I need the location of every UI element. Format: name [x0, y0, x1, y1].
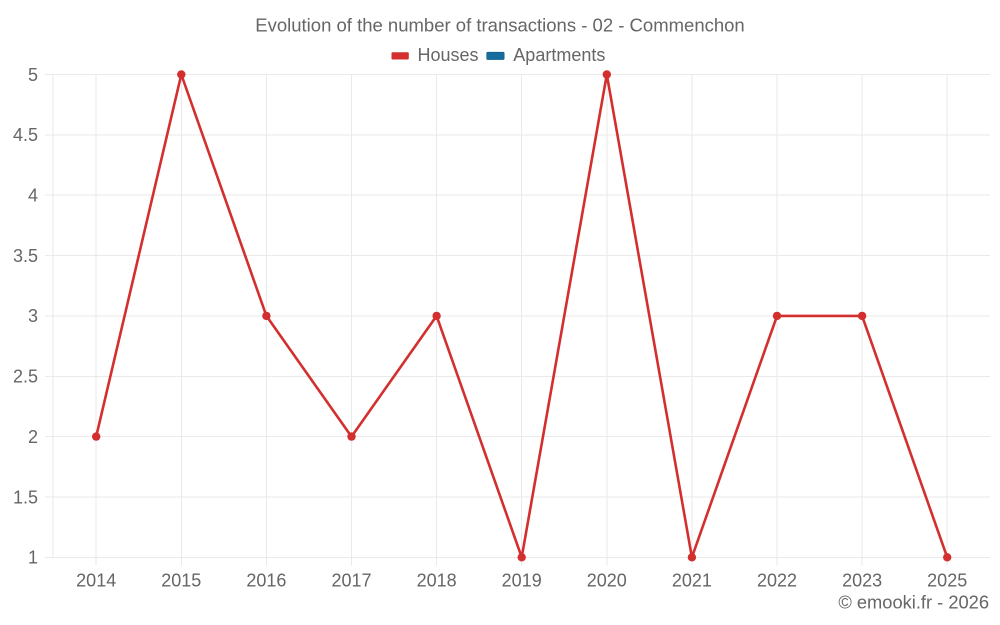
- svg-text:2021: 2021: [672, 570, 712, 590]
- svg-text:2018: 2018: [417, 570, 457, 590]
- svg-text:1: 1: [28, 548, 38, 568]
- svg-text:Evolution of the number of tra: Evolution of the number of transactions …: [255, 15, 744, 36]
- svg-text:3: 3: [28, 306, 38, 326]
- svg-text:2017: 2017: [331, 570, 371, 590]
- svg-text:2015: 2015: [161, 570, 201, 590]
- svg-text:4: 4: [28, 186, 38, 206]
- svg-text:2014: 2014: [76, 570, 116, 590]
- svg-text:2016: 2016: [246, 570, 286, 590]
- svg-text:2.5: 2.5: [13, 367, 38, 387]
- svg-text:2023: 2023: [842, 570, 882, 590]
- svg-text:3.5: 3.5: [13, 246, 38, 266]
- svg-text:5: 5: [28, 65, 38, 85]
- svg-text:1.5: 1.5: [13, 487, 38, 507]
- svg-text:4.5: 4.5: [13, 125, 38, 145]
- svg-text:2: 2: [28, 427, 38, 447]
- svg-text:© emooki.fr - 2026: © emooki.fr - 2026: [838, 592, 989, 613]
- svg-text:Houses: Houses: [418, 45, 479, 65]
- svg-text:2019: 2019: [502, 570, 542, 590]
- svg-text:2025: 2025: [927, 570, 967, 590]
- svg-text:2022: 2022: [757, 570, 797, 590]
- svg-text:2020: 2020: [587, 570, 627, 590]
- svg-text:Apartments: Apartments: [513, 45, 605, 65]
